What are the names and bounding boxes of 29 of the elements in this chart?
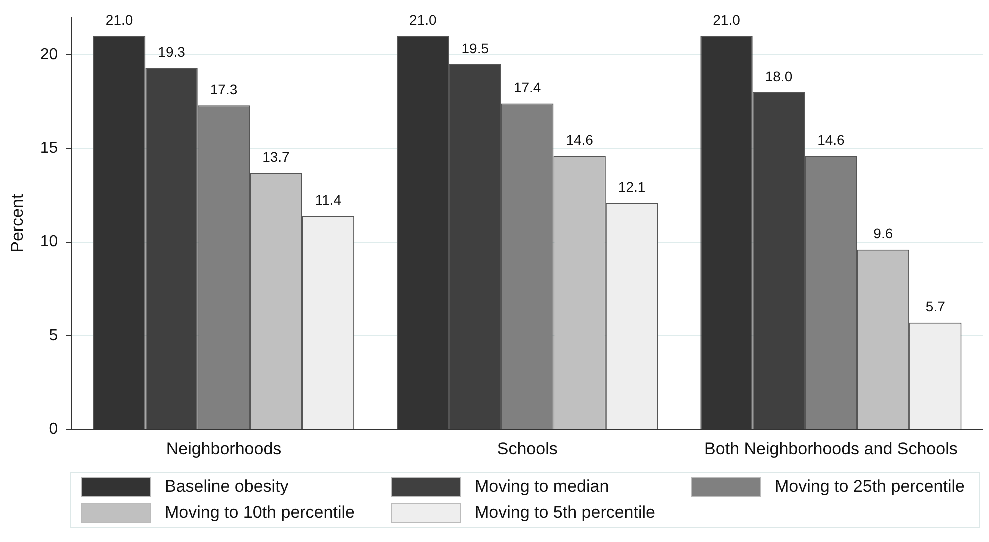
y-tick-label: 10 (40, 234, 58, 251)
x-tick-label: Neighborhoods (166, 439, 282, 458)
data-label: 13.7 (262, 148, 290, 165)
y-tick-label: 20 (40, 46, 58, 64)
data-label: 18.0 (765, 68, 793, 84)
x-tick-label: Both Neighborhoods and Schools (704, 439, 958, 458)
y-tick-label: 15 (40, 140, 58, 158)
y-tick-label: 0 (49, 421, 58, 438)
data-label: 21.0 (713, 12, 741, 28)
x-tick-label: Schools (497, 439, 558, 458)
data-label: 11.4 (315, 192, 342, 208)
data-label: 5.7 (926, 298, 946, 315)
data-label: 21.0 (106, 12, 134, 28)
data-label: 19.3 (158, 44, 186, 60)
legend-label: Moving to median (475, 477, 610, 497)
data-label: 9.6 (874, 226, 894, 242)
legend-label: Moving to 10th percentile (165, 503, 355, 523)
y-tick-label: 5 (49, 327, 58, 344)
data-label: 14.6 (566, 132, 594, 148)
data-label: 19.5 (462, 40, 490, 56)
data-label: 17.3 (210, 81, 238, 98)
legend-label: Moving to 25th percentile (775, 477, 965, 497)
legend-label: Baseline obesity (165, 477, 289, 497)
legend-label: Moving to 5th percentile (475, 503, 656, 523)
data-label: 17.4 (514, 80, 542, 96)
data-label: 14.6 (818, 132, 846, 148)
data-label: 21.0 (410, 12, 437, 28)
data-label: 12.1 (618, 178, 646, 195)
y-axis-title: Percent (8, 194, 27, 253)
